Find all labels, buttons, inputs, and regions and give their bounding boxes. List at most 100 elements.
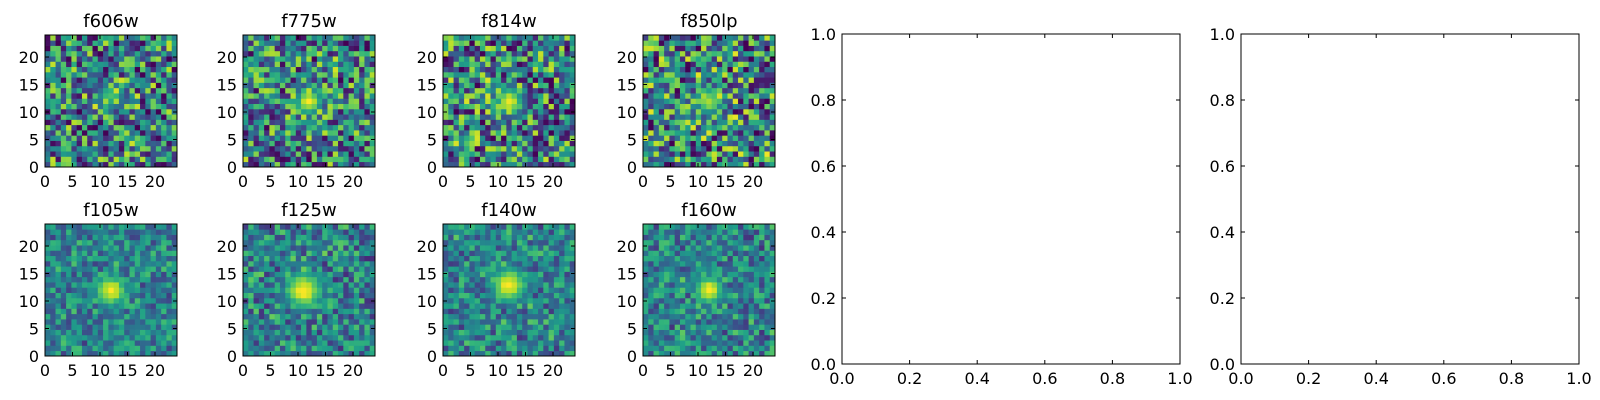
heatmap-cell xyxy=(338,266,344,272)
heatmap-cell xyxy=(527,303,534,309)
heatmap-cell xyxy=(134,156,141,163)
heatmap-cell xyxy=(669,292,676,299)
heatmap-cell xyxy=(538,93,544,99)
heatmap-cell xyxy=(479,324,486,330)
heatmap-cell xyxy=(359,234,365,241)
heatmap-cell xyxy=(674,345,681,352)
heatmap-cell xyxy=(490,303,497,309)
heatmap-cell xyxy=(279,229,286,235)
heatmap-cell xyxy=(55,119,62,126)
heatmap-cell xyxy=(171,40,178,46)
heatmap-cell xyxy=(279,292,286,299)
heatmap-cell xyxy=(55,93,62,99)
heatmap-cell xyxy=(155,260,162,267)
heatmap-cell xyxy=(248,77,254,83)
heatmap-cell xyxy=(443,255,449,262)
heatmap-cell xyxy=(501,345,507,352)
heatmap-cell xyxy=(448,87,454,94)
heatmap-cell xyxy=(664,161,670,168)
heatmap-cell xyxy=(108,234,114,241)
heatmap-cell xyxy=(753,119,760,126)
heatmap-cell xyxy=(161,40,167,46)
heatmap-cell xyxy=(161,124,167,131)
heatmap-cell xyxy=(166,255,173,262)
heatmap-cell xyxy=(306,40,312,46)
heatmap-cell xyxy=(516,98,523,104)
heatmap-cell xyxy=(269,224,276,230)
heatmap-cell xyxy=(695,350,702,357)
heatmap-cell xyxy=(553,50,560,57)
heatmap-cell xyxy=(464,303,470,309)
heatmap-cell xyxy=(332,124,339,131)
heatmap-cell xyxy=(695,334,702,341)
heatmap-cell xyxy=(564,234,571,241)
heatmap-cell xyxy=(248,140,254,147)
heatmap-cell xyxy=(474,250,481,257)
heatmap-cell xyxy=(469,145,476,152)
heatmap-cell xyxy=(76,313,83,320)
heatmap-cell xyxy=(506,61,512,68)
heatmap-cell xyxy=(738,119,744,126)
heatmap-cell xyxy=(543,40,549,46)
heatmap-cell xyxy=(464,119,470,126)
heatmap-cell xyxy=(295,145,302,152)
heatmap-cell xyxy=(145,345,151,352)
heatmap-cell xyxy=(60,66,67,73)
heatmap-cell xyxy=(353,334,360,341)
heatmap-cell xyxy=(161,140,167,147)
heatmap-cell xyxy=(248,224,254,230)
heatmap-cell xyxy=(279,276,286,283)
heatmap-cell xyxy=(764,329,771,336)
heatmap-cell xyxy=(269,156,276,163)
heatmap-cell xyxy=(458,319,465,325)
heatmap-cell xyxy=(706,82,712,89)
heatmap-cell xyxy=(327,119,334,126)
heatmap-cell xyxy=(722,82,728,89)
heatmap-cell xyxy=(448,93,454,99)
heatmap-cell xyxy=(66,56,72,62)
heatmap-cell xyxy=(532,156,539,163)
heatmap-cell xyxy=(564,276,571,283)
heatmap-cell xyxy=(316,282,323,288)
heatmap-cell xyxy=(748,292,755,299)
heatmap-cell xyxy=(155,114,162,120)
heatmap-cell xyxy=(322,255,328,262)
heatmap-cell xyxy=(129,50,136,57)
heatmap-cell xyxy=(559,255,565,262)
heatmap-cell xyxy=(155,234,162,241)
heatmap-cell xyxy=(727,292,734,299)
heatmap-cell xyxy=(71,234,78,241)
heatmap-cell xyxy=(311,345,318,352)
heatmap-cell xyxy=(690,119,697,126)
heatmap-cell xyxy=(532,161,539,168)
heatmap-cell xyxy=(543,35,549,41)
heatmap-cell xyxy=(55,135,62,141)
heatmap-cell xyxy=(253,103,260,110)
heatmap-cell xyxy=(118,334,125,341)
heatmap-cell xyxy=(55,260,62,267)
heatmap-cell xyxy=(258,282,265,288)
heatmap-cell xyxy=(443,77,449,83)
heatmap-cell xyxy=(701,334,707,341)
heatmap-cell xyxy=(113,108,120,115)
heatmap-cell xyxy=(474,135,481,141)
heatmap-cell xyxy=(359,119,365,126)
heatmap-cell xyxy=(732,119,739,126)
heatmap-cell xyxy=(538,229,544,235)
heatmap-cell xyxy=(653,87,660,94)
heatmap-cell xyxy=(653,287,660,293)
heatmap-cell xyxy=(348,271,355,278)
heatmap-cell xyxy=(701,329,707,336)
heatmap-cell xyxy=(501,350,507,357)
heatmap-cell xyxy=(458,71,465,78)
heatmap-cell xyxy=(443,93,449,99)
heatmap-cell xyxy=(359,319,365,325)
heatmap-cell xyxy=(548,35,555,41)
heatmap-cell xyxy=(258,71,265,78)
heatmap-cell xyxy=(279,250,286,257)
heatmap-cell xyxy=(140,276,146,283)
heatmap-cell xyxy=(113,313,120,320)
heatmap-cell xyxy=(60,250,67,257)
heatmap-cell xyxy=(66,350,72,357)
heatmap-cell xyxy=(108,45,114,52)
